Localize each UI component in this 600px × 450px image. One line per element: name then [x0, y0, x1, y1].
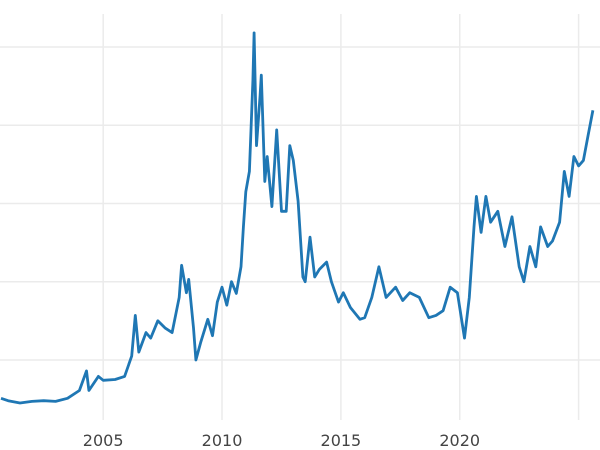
x-tick-label: 2005: [83, 431, 124, 450]
series-group: [0, 31, 595, 405]
series-line: [0, 31, 595, 405]
x-tick-label: 2020: [439, 431, 480, 450]
x-axis-ticks: 2005 2010 2015 2020: [83, 431, 480, 450]
x-tick-label: 2010: [202, 431, 243, 450]
gridlines: [0, 14, 600, 420]
x-tick-label: 2015: [321, 431, 362, 450]
